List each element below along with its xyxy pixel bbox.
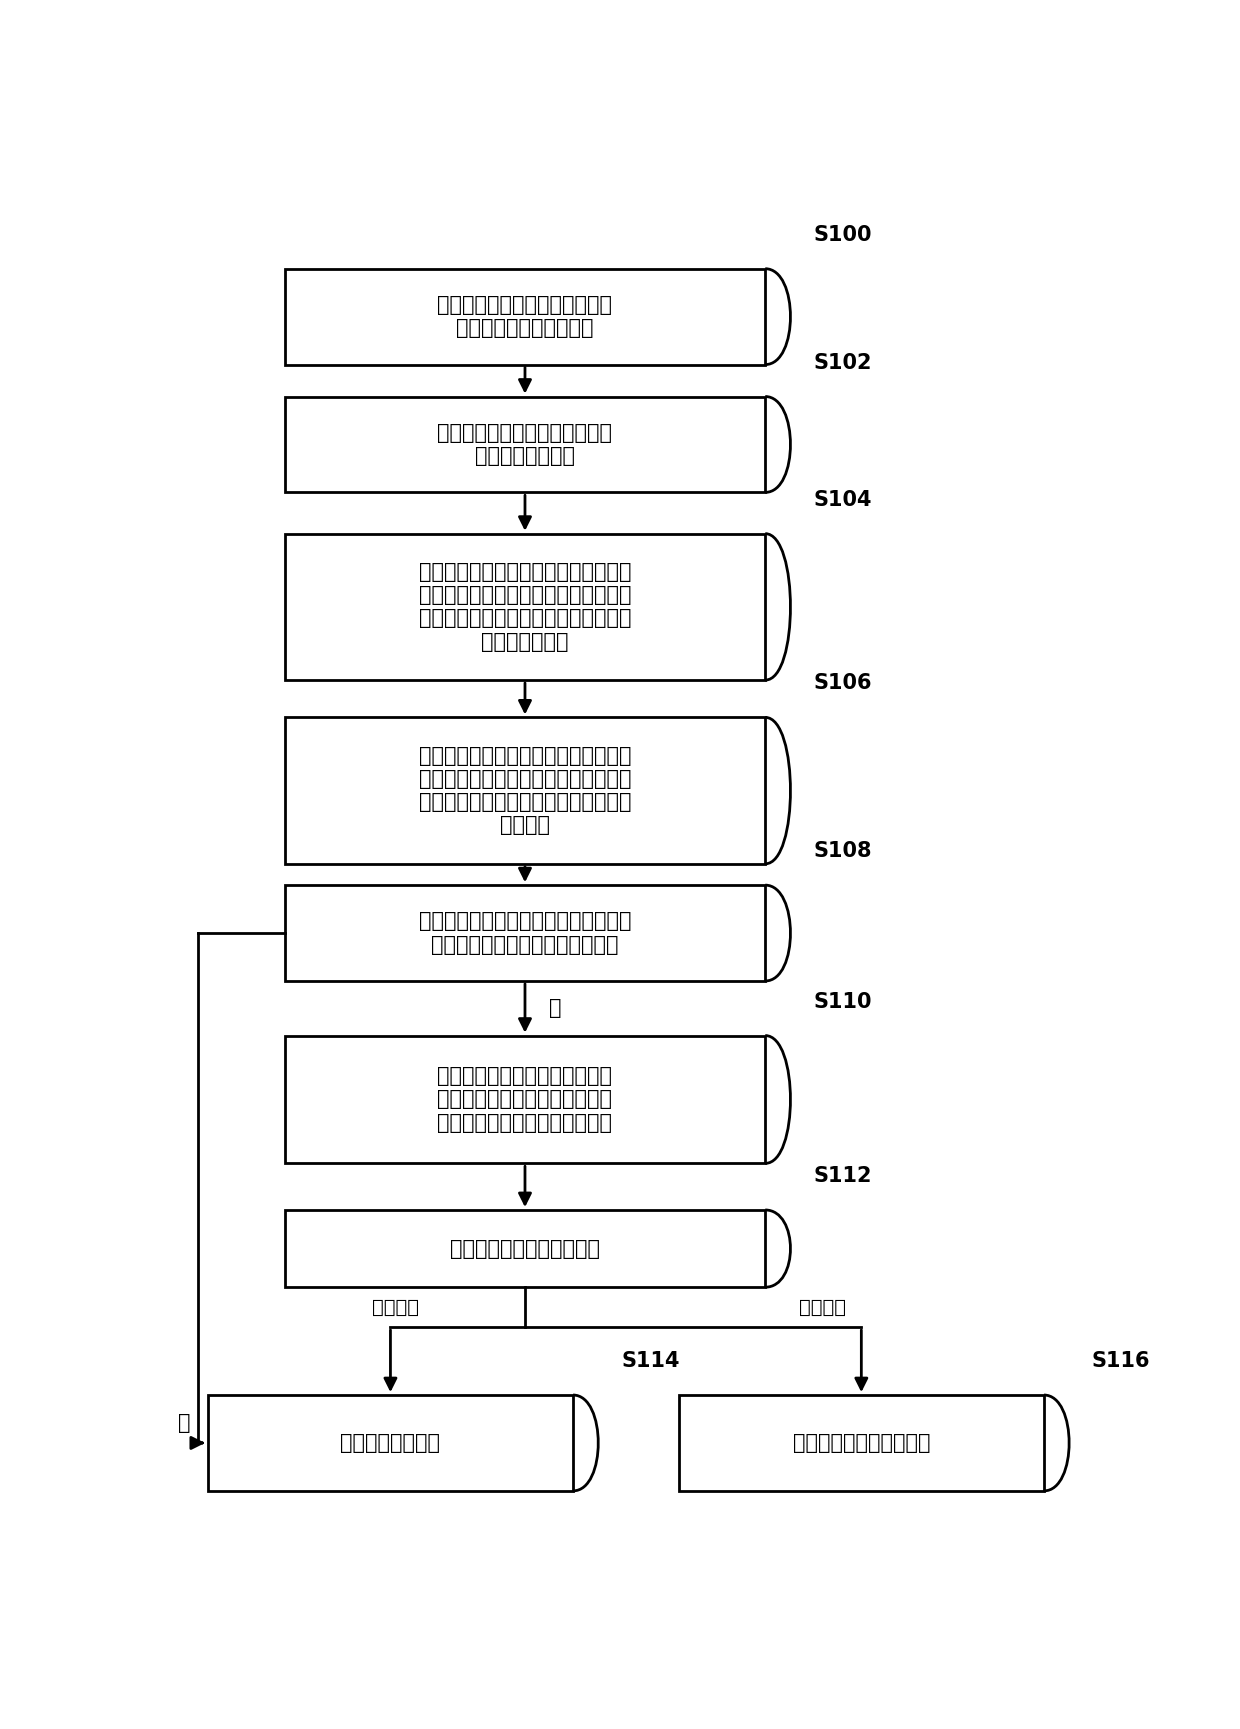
Text: S110: S110 — [813, 992, 872, 1011]
Text: 是: 是 — [549, 998, 562, 1018]
Bar — [208, 1395, 573, 1490]
Text: 确认维修: 确认维修 — [372, 1297, 419, 1316]
Text: 计算当前日期与销售日期的时间差值，
并判断时间差值是否超过维保期限: 计算当前日期与销售日期的时间差值， 并判断时间差值是否超过维保期限 — [419, 911, 631, 954]
Text: S108: S108 — [813, 842, 872, 861]
Bar — [285, 534, 765, 679]
Bar — [285, 396, 765, 493]
Text: S112: S112 — [813, 1165, 872, 1186]
Bar — [285, 1036, 765, 1164]
Text: 生成新产品购买处理信息: 生成新产品购买处理信息 — [792, 1433, 930, 1452]
Bar — [285, 268, 765, 365]
Text: 接收客户端发送的指示信息，若指示信
息指示维修电器产品，从电器产品的产
品信息中获取电器产品的销售日期以及
维保期限: 接收客户端发送的指示信息，若指示信 息指示维修电器产品，从电器产品的产 品信息中… — [419, 745, 631, 835]
Text: 生成维修处理信息: 生成维修处理信息 — [341, 1433, 440, 1452]
Text: S116: S116 — [1092, 1350, 1151, 1371]
Bar — [678, 1395, 1044, 1490]
Text: 接收来自客户端的确认信息: 接收来自客户端的确认信息 — [450, 1238, 600, 1259]
Text: S104: S104 — [813, 489, 872, 510]
Text: S106: S106 — [813, 673, 872, 693]
Text: S100: S100 — [813, 225, 872, 246]
Text: S114: S114 — [621, 1350, 680, 1371]
Text: S102: S102 — [813, 353, 872, 372]
Bar — [285, 1210, 765, 1286]
Text: 确认购买: 确认购买 — [800, 1297, 847, 1316]
Text: 当监控到电器产品处于异常状态时，自
动生成电器产品的异常报警信息并将电
器产品的异常报警信息发送至电器产品
的用户的客户端: 当监控到电器产品处于异常状态时，自 动生成电器产品的异常报警信息并将电 器产品的… — [419, 562, 631, 652]
Text: 根据产品信息和运行参数监控电
器产品的异常状态: 根据产品信息和运行参数监控电 器产品的异常状态 — [438, 424, 613, 467]
Text: 否: 否 — [177, 1413, 190, 1433]
Text: 获取与物联网平台关联的电器产
品的产品信息和运行参数: 获取与物联网平台关联的电器产 品的产品信息和运行参数 — [438, 296, 613, 339]
Bar — [285, 885, 765, 980]
Bar — [285, 718, 765, 864]
Text: 生成询问信息并将询问信息发送
至客户端，以确认用户是否进行
电器产品维修或购买新电器产品: 生成询问信息并将询问信息发送 至客户端，以确认用户是否进行 电器产品维修或购买新… — [438, 1067, 613, 1132]
